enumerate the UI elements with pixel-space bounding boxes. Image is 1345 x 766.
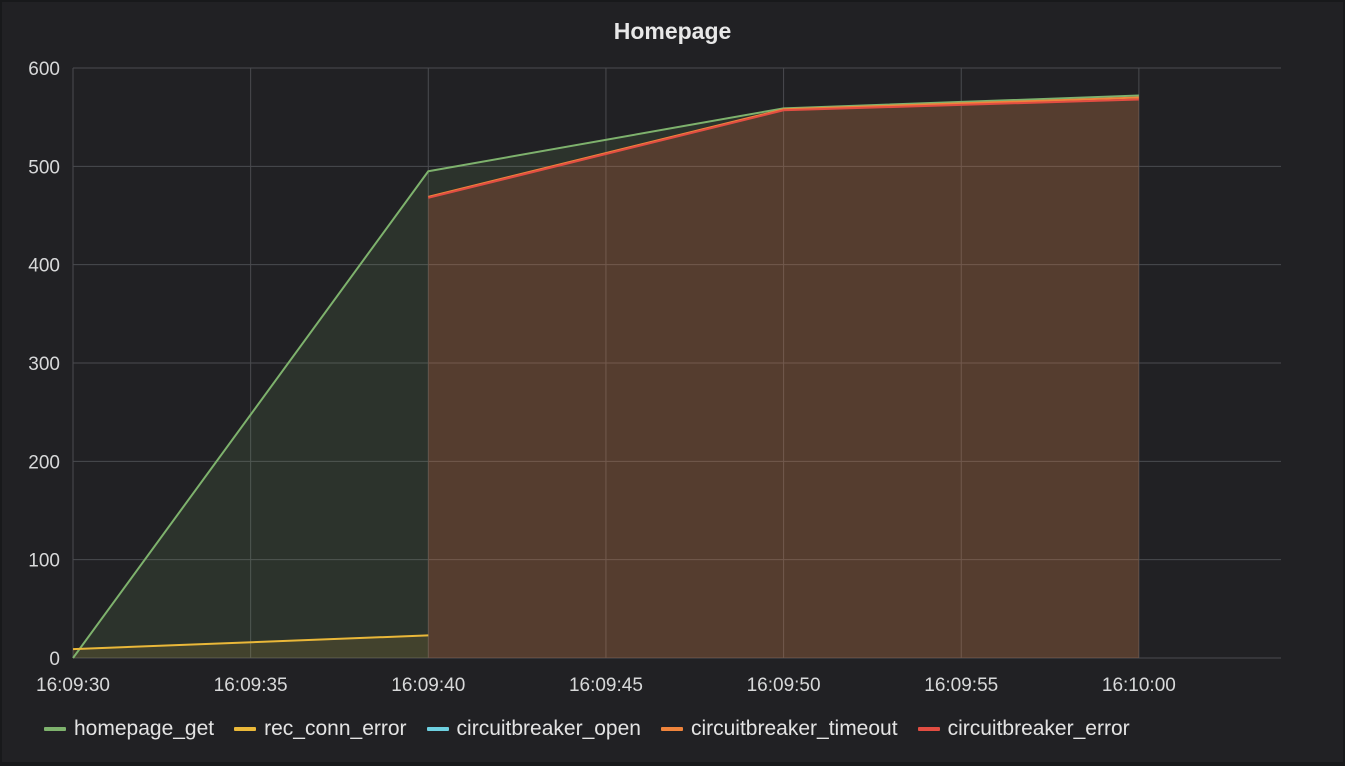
legend-item-homepage_get[interactable]: homepage_get	[44, 717, 214, 741]
x-tick-label: 16:10:00	[1102, 675, 1176, 696]
series-area-homepage_get	[73, 95, 1139, 659]
series-line-circuitbreaker_error	[428, 98, 1139, 199]
y-tick-label: 500	[28, 157, 60, 178]
legend-label: circuitbreaker_timeout	[690, 717, 898, 740]
legend-swatch	[234, 727, 257, 731]
legend-swatch	[426, 727, 449, 731]
x-tick-label: 16:09:55	[924, 675, 998, 696]
y-tick-label: 400	[28, 256, 60, 277]
y-tick-label: 200	[28, 452, 60, 473]
legend-swatch	[917, 727, 940, 731]
legend-item-circuitbreaker_error[interactable]: circuitbreaker_error	[917, 717, 1130, 741]
legend-label: circuitbreaker_error	[947, 717, 1130, 740]
x-tick-label: 16:09:45	[569, 675, 643, 696]
series-line-rec_conn_error	[72, 634, 429, 651]
legend-label: circuitbreaker_open	[456, 717, 641, 740]
y-tick-label: 300	[28, 354, 60, 375]
legend-swatch	[44, 727, 66, 731]
y-tick-label: 600	[28, 59, 60, 80]
legend-label: rec_conn_error	[264, 717, 407, 740]
y-tick-label: 0	[49, 649, 60, 670]
panel-title: Homepage	[613, 18, 732, 44]
legend-label: homepage_get	[74, 717, 215, 740]
legend-item-circuitbreaker_timeout[interactable]: circuitbreaker_timeout	[660, 717, 898, 741]
legend-swatch	[660, 727, 683, 731]
x-tick-label: 16:09:35	[214, 675, 288, 696]
chart-legend: homepage_get rec_conn_error circuitbreaker…	[44, 717, 1130, 741]
series-line-homepage_get	[72, 94, 1139, 659]
series-area-rec_conn_error	[73, 635, 429, 658]
chart-plot: 0 100 200 300 400 500 600 16:09:30 16:09:35 16:09…	[28, 59, 1281, 696]
legend-item-rec_conn_error[interactable]: rec_conn_error	[234, 717, 407, 741]
series-area-circuitbreaker_timeout	[428, 97, 1139, 658]
legend-item-circuitbreaker_open[interactable]: circuitbreaker_open	[426, 717, 641, 741]
y-tick-label: 100	[28, 551, 60, 572]
x-tick-label: 16:09:50	[747, 675, 821, 696]
series-area-circuitbreaker_error	[428, 99, 1139, 658]
x-tick-label: 16:09:30	[36, 675, 110, 696]
x-tick-label: 16:09:40	[391, 675, 465, 696]
